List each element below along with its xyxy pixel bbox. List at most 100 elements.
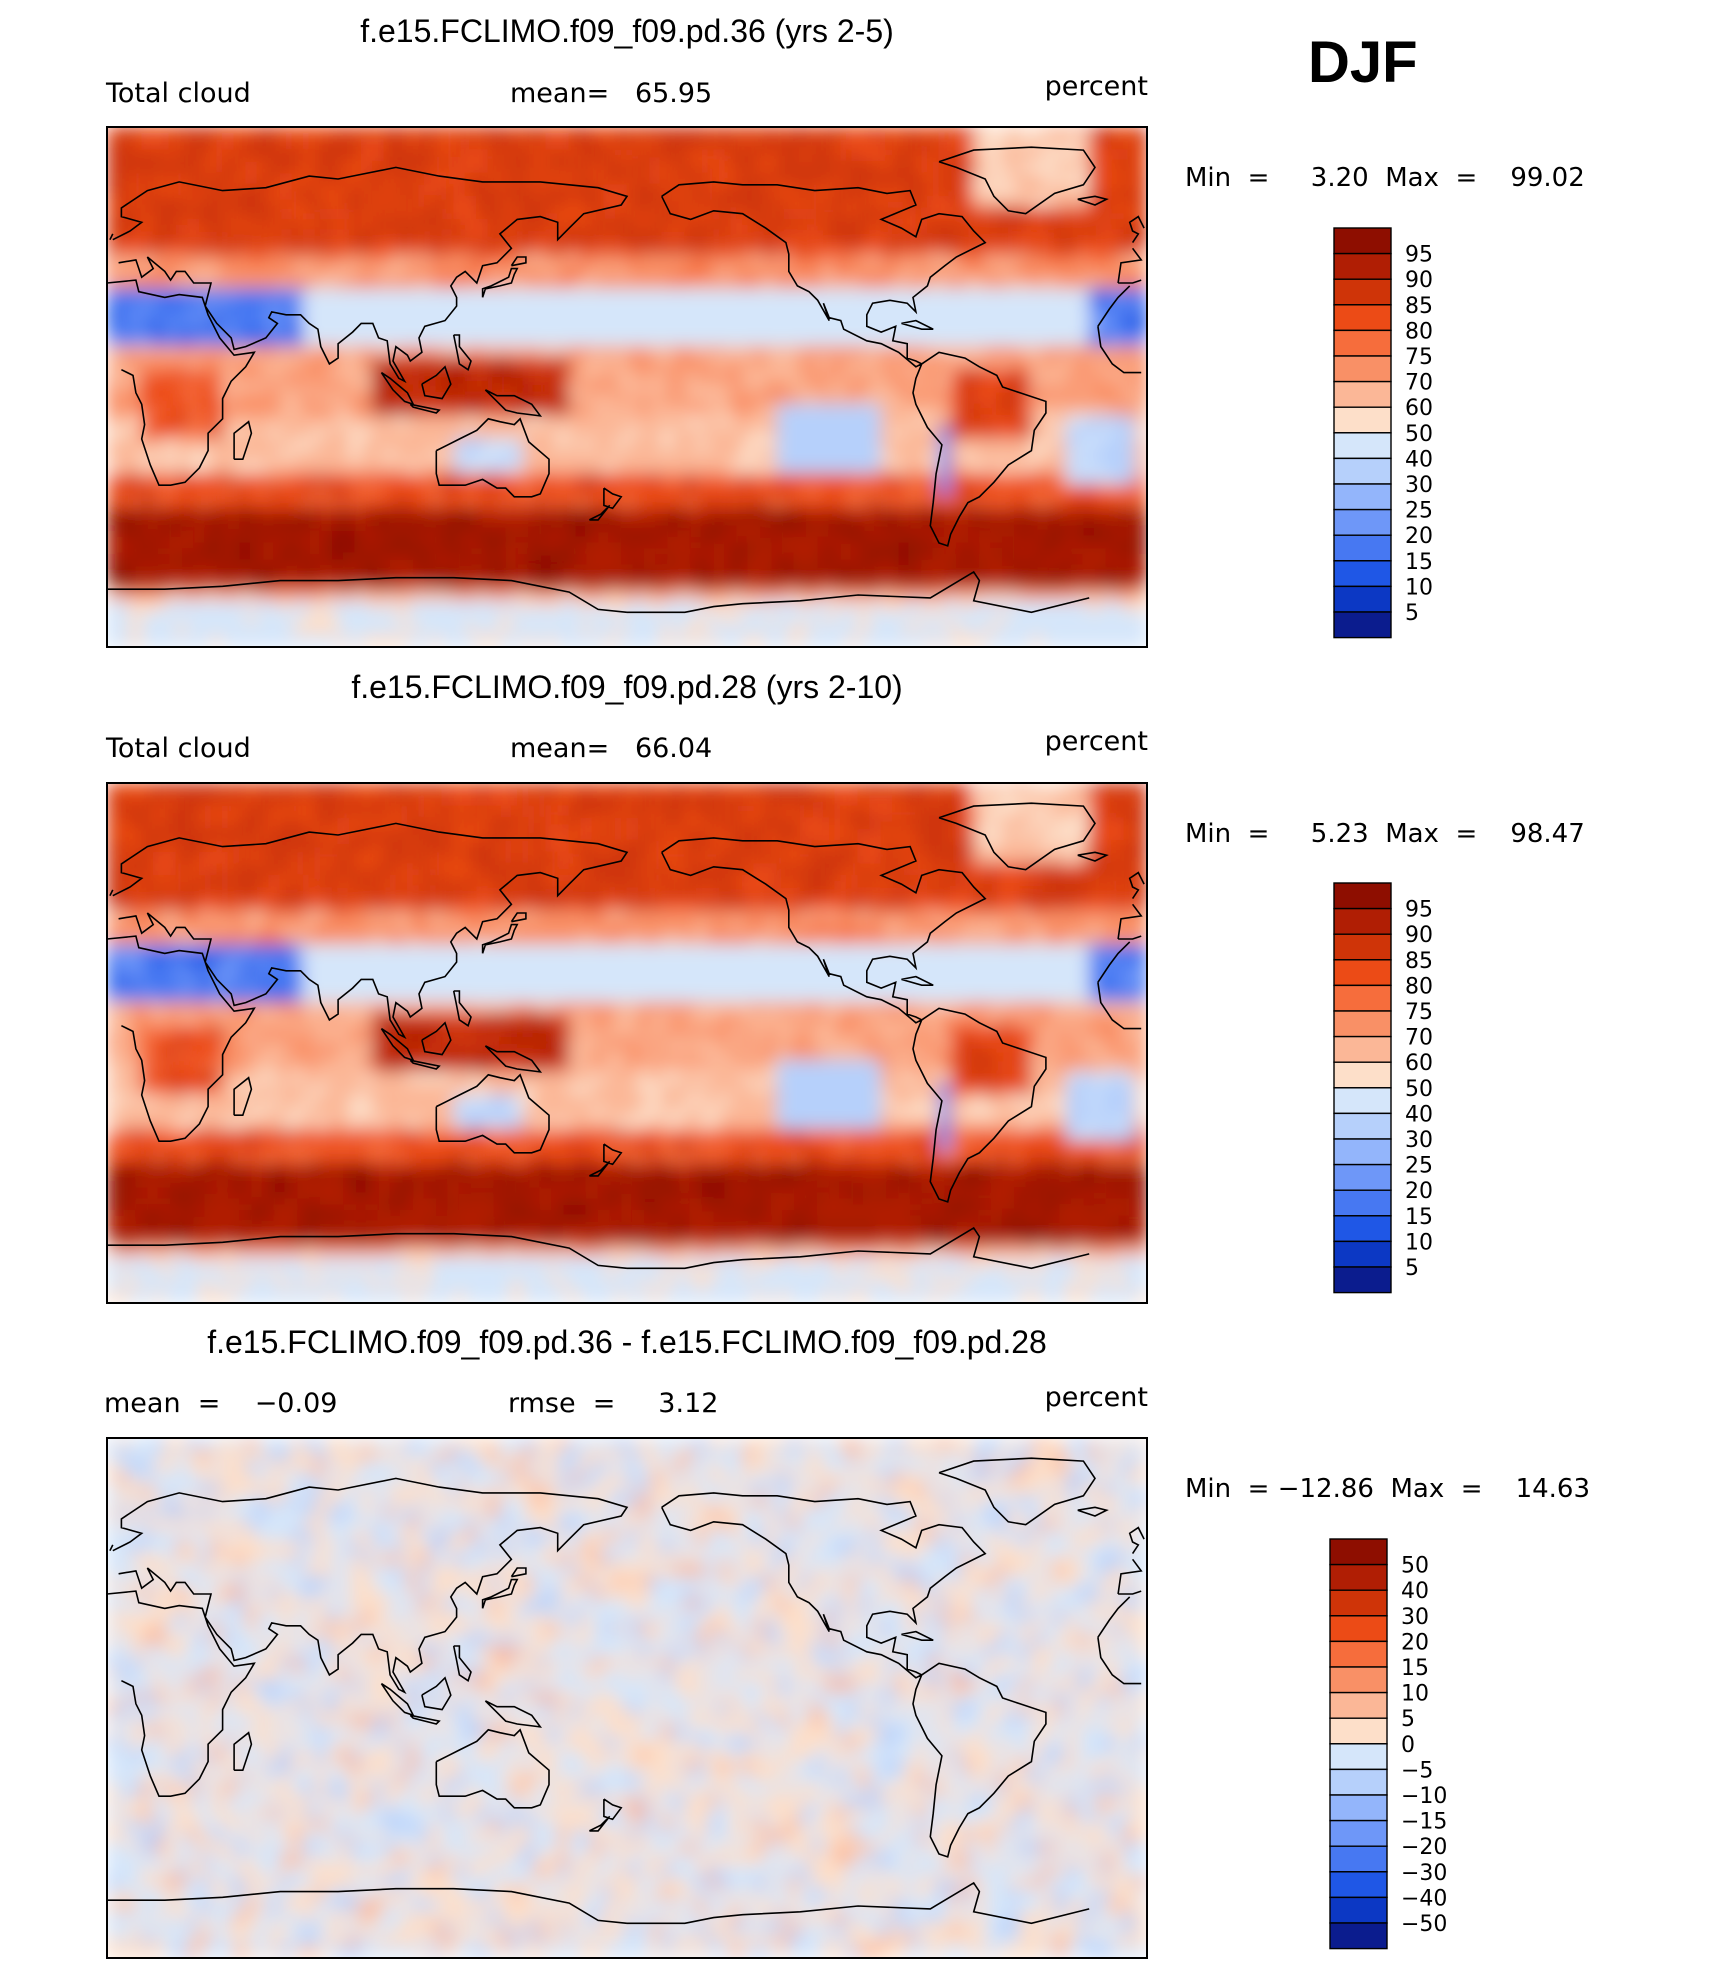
field-cell <box>349 161 362 174</box>
field-cell <box>742 783 755 796</box>
field-cell <box>152 623 166 636</box>
field-cell <box>591 357 605 371</box>
field-cell <box>187 299 200 313</box>
field-cell <box>973 357 986 371</box>
field-cell <box>383 840 397 853</box>
field-cell <box>441 207 455 220</box>
field-cell <box>892 357 905 371</box>
field-cell <box>603 276 616 290</box>
field-cell <box>464 346 478 359</box>
field-cell <box>695 265 709 278</box>
field-cell <box>1100 357 1113 371</box>
field-cell <box>175 874 189 888</box>
field-cell <box>649 600 663 613</box>
field-cell <box>880 484 894 498</box>
field-cell <box>245 288 258 301</box>
panel-1-colorbar-swatch <box>1333 329 1392 357</box>
field-cell <box>1042 450 1056 463</box>
field-cell <box>107 253 120 267</box>
field-cell <box>938 565 952 579</box>
field-cell <box>742 438 755 452</box>
field-cell <box>545 149 559 163</box>
field-cell <box>557 507 570 521</box>
field-cell <box>222 207 235 220</box>
field-cell <box>1088 357 1102 371</box>
field-cell <box>822 415 836 428</box>
field-cell <box>638 346 651 359</box>
field-cell <box>961 138 975 151</box>
field-cell <box>487 828 501 842</box>
field-cell <box>430 161 443 174</box>
field-cell <box>256 369 270 382</box>
field-cell <box>996 874 1009 888</box>
field-cell <box>776 473 790 486</box>
field-cell <box>718 588 732 602</box>
field-cell <box>233 840 247 853</box>
field-cell <box>476 484 489 498</box>
field-cell <box>950 207 963 220</box>
field-cell <box>973 461 986 475</box>
field-cell <box>799 276 813 290</box>
field-cell <box>222 634 235 647</box>
field-cell <box>222 299 235 313</box>
field-cell <box>1042 588 1056 602</box>
field-cell <box>233 357 247 371</box>
field-cell <box>1123 392 1136 405</box>
field-cell <box>129 450 143 463</box>
field-cell <box>441 127 455 140</box>
field-cell <box>302 577 316 590</box>
field-cell <box>730 611 744 625</box>
field-cell <box>707 334 720 348</box>
field-cell <box>869 817 882 830</box>
field-cell <box>141 554 154 567</box>
field-cell <box>857 357 871 371</box>
field-cell <box>1123 253 1136 267</box>
field-cell <box>776 565 790 579</box>
field-cell <box>603 565 616 579</box>
field-cell <box>672 588 686 602</box>
field-cell <box>395 127 408 140</box>
field-cell <box>326 299 339 313</box>
field-cell <box>372 805 385 819</box>
field-cell <box>522 496 536 509</box>
field-cell <box>926 473 940 486</box>
field-cell <box>915 172 928 186</box>
field-cell <box>418 507 432 521</box>
field-cell <box>1111 380 1125 394</box>
field-cell <box>487 519 501 532</box>
field-cell <box>869 874 882 888</box>
field-cell <box>799 369 813 382</box>
field-cell <box>1065 805 1079 819</box>
field-cell <box>534 874 547 888</box>
field-cell <box>107 828 120 842</box>
field-cell <box>1030 542 1044 556</box>
field-cell <box>672 484 686 498</box>
field-cell <box>510 530 524 544</box>
field-cell <box>915 554 928 567</box>
field-cell <box>1007 403 1021 417</box>
field-cell <box>742 127 755 140</box>
field-cell <box>580 554 593 567</box>
field-cell <box>557 783 570 796</box>
field-cell <box>337 426 351 440</box>
field-cell <box>418 230 432 244</box>
field-cell <box>1111 634 1125 647</box>
field-cell <box>1100 149 1113 163</box>
field-cell <box>626 172 640 186</box>
field-cell <box>730 334 744 348</box>
field-cell <box>476 817 489 830</box>
field-cell <box>406 611 420 625</box>
field-cell <box>534 840 547 853</box>
field-cell <box>580 161 593 174</box>
field-cell <box>1134 634 1147 647</box>
field-cell <box>661 623 674 636</box>
field-cell <box>152 461 166 475</box>
field-cell <box>707 554 720 567</box>
field-cell <box>846 783 859 796</box>
field-cell <box>1088 783 1102 796</box>
field-cell <box>765 783 778 796</box>
field-cell <box>1054 519 1067 532</box>
field-cell <box>326 149 339 163</box>
field-cell <box>938 588 952 602</box>
field-cell <box>568 530 582 544</box>
